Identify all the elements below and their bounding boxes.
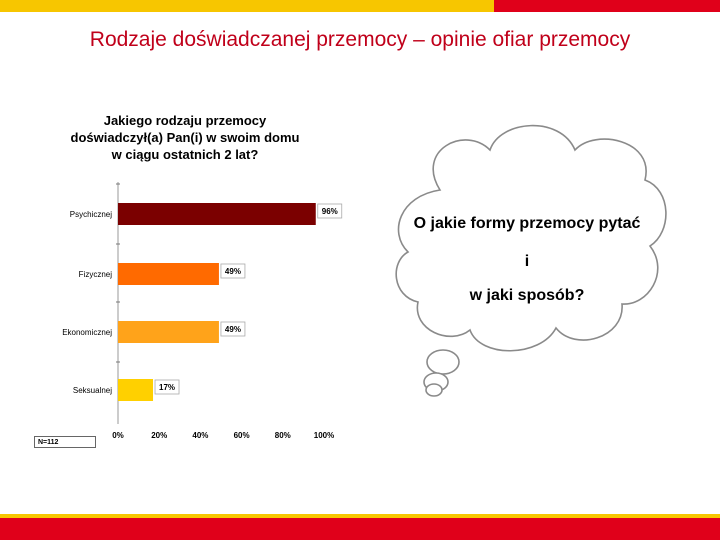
cloud-text-line1: O jakie formy przemocy pytać: [413, 215, 641, 232]
category-label: Seksualnej: [73, 386, 112, 395]
bar: [118, 379, 154, 401]
data-label-box: [220, 263, 246, 279]
bar: [118, 203, 316, 225]
bottom-band-main: [0, 518, 720, 540]
x-tick-label: 100%: [314, 431, 334, 440]
data-label-box: [220, 321, 246, 337]
slide-title: Rodzaje doświadczanej przemocy – opinie …: [89, 28, 631, 51]
chart-title: Jakiego rodzaju przemocy doświadczył(a) …: [70, 113, 300, 162]
data-label-box: [317, 203, 343, 219]
data-label: 96%: [322, 207, 338, 216]
data-label-box: [154, 379, 180, 395]
x-tick-label: 0%: [112, 431, 124, 440]
x-tick-label: 80%: [275, 431, 291, 440]
sample-size-note: N=112: [34, 436, 96, 448]
category-label: Psychicznej: [70, 210, 112, 219]
cloud-text-line3: w jaki sposób?: [469, 287, 585, 304]
category-label: Ekonomicznej: [62, 328, 112, 337]
bar: [118, 263, 219, 285]
x-tick-label: 20%: [151, 431, 167, 440]
bottom-decor-band: [0, 514, 720, 540]
cloud-text: O jakie formy przemocy pytać i w jaki sp…: [402, 214, 652, 306]
thought-cloud: [395, 124, 667, 397]
top-decor-band: [0, 0, 720, 12]
cloud-text-line2: i: [524, 253, 530, 270]
data-label: 49%: [225, 267, 241, 276]
thought-cloud-shape: [395, 124, 667, 352]
thought-bubble-small: [425, 383, 443, 397]
x-tick-label: 40%: [192, 431, 208, 440]
bar: [118, 321, 219, 343]
category-label: Fizycznej: [79, 270, 113, 279]
data-label: 17%: [159, 383, 175, 392]
data-label: 49%: [225, 325, 241, 334]
top-band-yellow: [0, 0, 494, 12]
bottom-band-stripe: [0, 514, 720, 518]
top-band-red: [494, 0, 720, 12]
x-tick-label: 60%: [234, 431, 250, 440]
bar-chart-group: Psychicznej 96% Fizycznej 49% Ekonomicznej 49…: [62, 182, 343, 440]
thought-bubble-large: [426, 349, 460, 375]
